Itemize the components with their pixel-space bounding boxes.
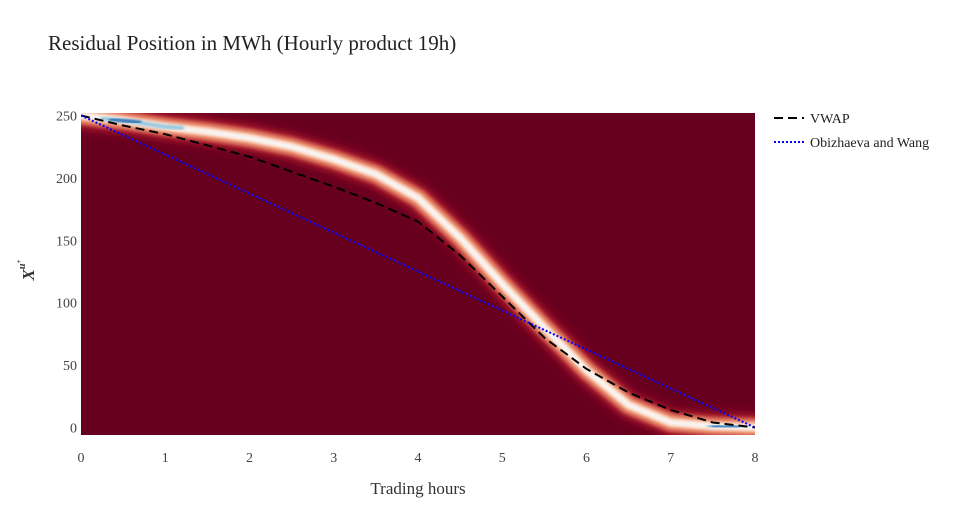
x-tick-label: 4 — [415, 451, 422, 466]
x-tick-label: 1 — [162, 451, 169, 466]
x-axis-title: Trading hours — [370, 479, 465, 498]
y-tick-label: 100 — [56, 297, 77, 312]
x-axis-ticks: 0 1 2 3 4 5 6 7 8 — [78, 451, 759, 466]
legend-label: VWAP — [810, 112, 850, 127]
x-tick-label: 7 — [667, 451, 674, 466]
x-tick-label: 8 — [752, 451, 759, 466]
chart-title: Residual Position in MWh (Hourly product… — [48, 31, 456, 55]
legend-label: Obizhaeva and Wang — [810, 136, 929, 151]
heatmap-background — [81, 113, 755, 435]
heatmap-band-highlight — [711, 424, 740, 429]
y-axis-title-supsup: + — [15, 260, 23, 264]
x-tick-label: 2 — [246, 451, 253, 466]
y-axis-title: Xu+ — [15, 260, 38, 282]
series-layer — [81, 114, 755, 429]
svg-text:Xu+: Xu+ — [15, 260, 38, 282]
heatmap-band — [81, 113, 755, 435]
legend: VWAP Obizhaeva and Wang — [774, 112, 929, 151]
series-line-0 — [81, 114, 755, 429]
y-axis-title-main: X — [19, 268, 38, 281]
x-tick-label: 6 — [583, 451, 590, 466]
y-tick-label: 200 — [56, 172, 77, 187]
heatmap-band-highlight — [108, 117, 142, 124]
y-axis-ticks: 0 50 100 150 200 250 — [56, 109, 77, 436]
heatmap-band-layer — [81, 113, 755, 430]
y-tick-label: 50 — [63, 359, 77, 374]
y-axis-title-sup: u — [17, 263, 28, 269]
y-tick-label: 250 — [56, 109, 77, 124]
y-tick-label: 150 — [56, 234, 77, 249]
y-tick-label: 0 — [70, 422, 77, 437]
x-tick-label: 0 — [78, 451, 85, 466]
x-tick-label: 5 — [499, 451, 506, 466]
x-tick-label: 3 — [330, 451, 337, 466]
